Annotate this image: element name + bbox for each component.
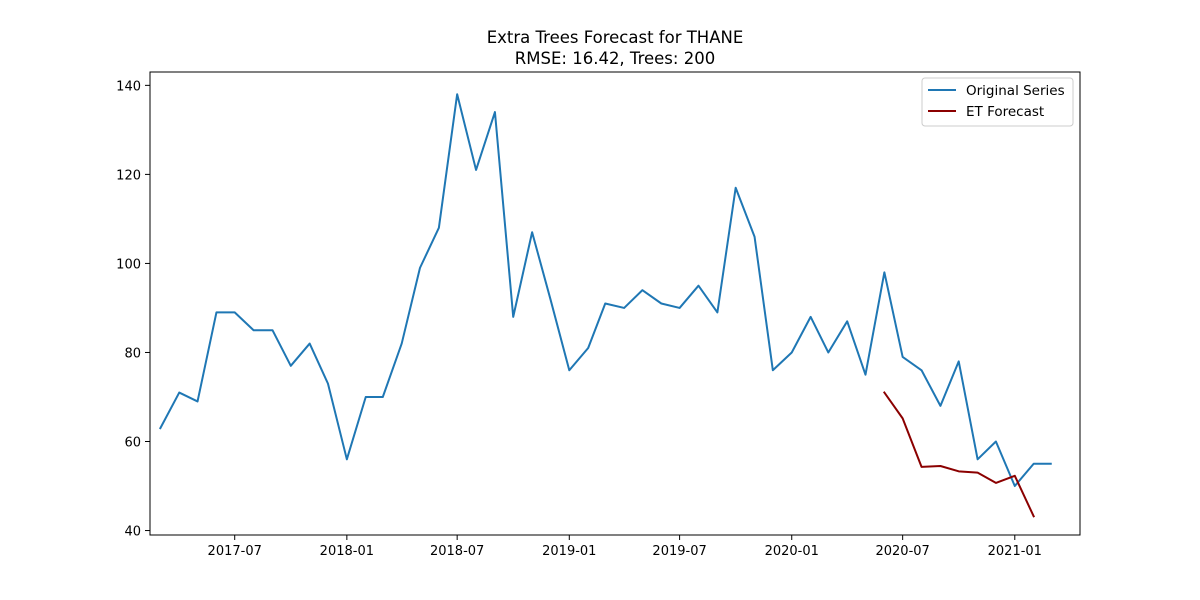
plot-area: 40 60 80 100 120 140 2017-07 2018-01 2018-07 2019… [116, 71, 1081, 559]
series-line-original-series [159, 93, 1052, 488]
y-tick-label: 100 [116, 257, 141, 272]
x-tick-label: 2018-01 [320, 544, 374, 559]
y-tick-label: 140 [116, 79, 141, 94]
y-tick-label: 60 [124, 436, 141, 451]
x-tick-label: 2021-01 [988, 544, 1042, 559]
chart-title: Extra Trees Forecast for THANE [487, 28, 744, 47]
x-tick-label: 2018-07 [430, 544, 484, 559]
x-tick-label: 2017-07 [208, 544, 262, 559]
legend-label-et-forecast: ET Forecast [966, 104, 1044, 120]
x-tick-label: 2019-01 [542, 544, 596, 559]
x-tick-label: 2020-01 [765, 544, 819, 559]
axes-frame [149, 71, 1081, 536]
series-line-et-forecast [882, 391, 1036, 518]
legend-label-original-series: Original Series [966, 83, 1065, 99]
chart-subtitle: RMSE: 16.42, Trees: 200 [515, 49, 715, 68]
y-tick-label: 120 [116, 168, 141, 183]
x-tick-label: 2020-07 [875, 544, 929, 559]
y-tick-label: 40 [124, 525, 141, 540]
y-tick-label: 80 [124, 346, 141, 361]
legend: Original Series ET Forecast [921, 77, 1074, 127]
x-tick-label: 2019-07 [652, 544, 706, 559]
legend-box [921, 77, 1074, 127]
